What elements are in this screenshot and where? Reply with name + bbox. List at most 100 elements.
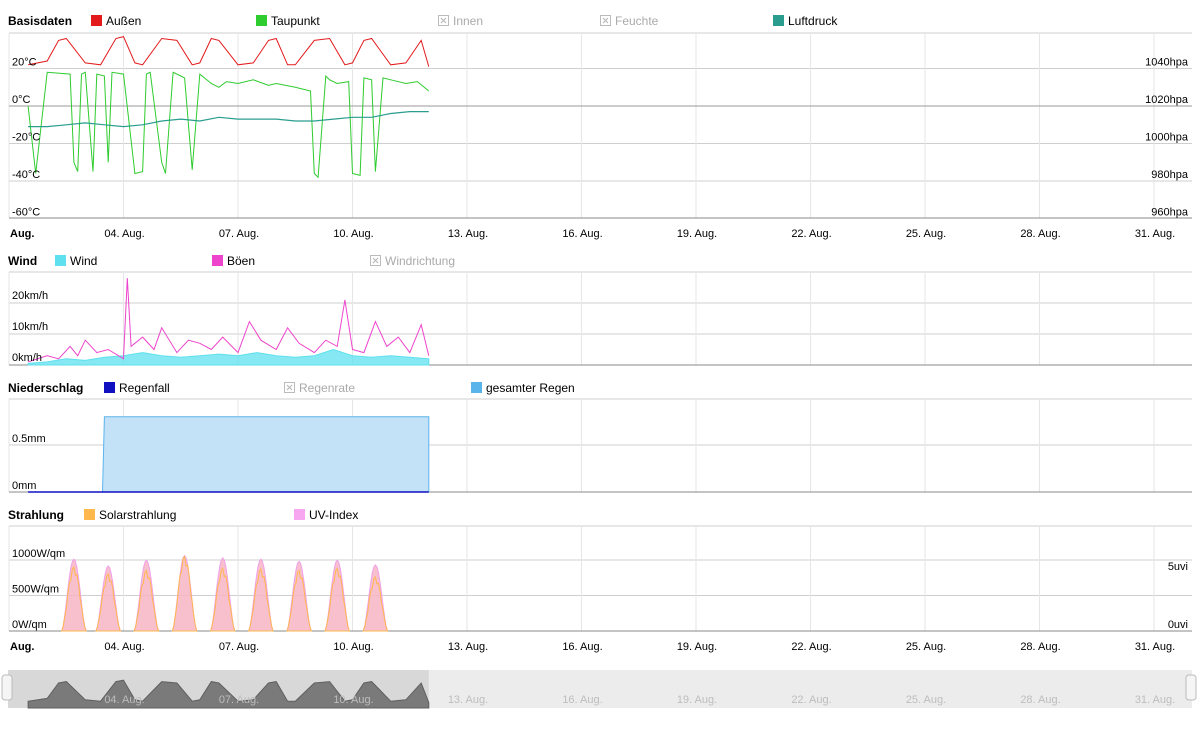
basisdaten-x-tick-5: 19. Aug. — [677, 228, 717, 240]
wind-legend-label-0: Wind — [70, 254, 97, 268]
navigator-x-tick-6: 22. Aug. — [791, 694, 831, 706]
basisdaten-y-tick-3: -40°C — [12, 169, 40, 181]
niederschlag-legend-label-2: gesamter Regen — [486, 381, 575, 395]
niederschlag-legend-swatch-0[interactable] — [104, 382, 115, 393]
strahlung-legend-label-0: Solarstrahlung — [99, 508, 176, 522]
basisdaten-y2-tick-0: 1040hpa — [1145, 57, 1189, 69]
basisdaten-x-tick-6: 22. Aug. — [791, 228, 831, 240]
basisdaten-y2-tick-3: 980hpa — [1151, 169, 1189, 181]
basisdaten-y-tick-4: -60°C — [12, 207, 40, 219]
strahlung-x-tick-8: 28. Aug. — [1020, 641, 1060, 653]
wind-legend-swatch-1[interactable] — [212, 255, 223, 266]
wind-legend-cross-2 — [372, 257, 379, 264]
strahlung-x-tick-9: 31. Aug. — [1135, 641, 1175, 653]
basisdaten-legend-cross-2 — [440, 17, 447, 24]
basisdaten-legend-label-2: Innen — [453, 14, 483, 28]
strahlung-y2-tick-1: 0uvi — [1168, 619, 1188, 631]
strahlung-title: Strahlung — [8, 508, 64, 522]
series-gesamter-regen-area — [28, 416, 430, 493]
strahlung-x-tick-3: 13. Aug. — [448, 641, 488, 653]
niederschlag-legend-swatch-2[interactable] — [471, 382, 482, 393]
basisdaten-y-tick-2: -20°C — [12, 132, 40, 144]
basisdaten-y2-tick-2: 1000hpa — [1145, 132, 1189, 144]
series-uv-index-area — [61, 554, 389, 632]
series-luftdruck-line — [28, 111, 429, 128]
navigator-x-tick-9: 31. Aug. — [1135, 694, 1175, 706]
strahlung-legend-swatch-1[interactable] — [294, 509, 305, 520]
basisdaten-y-tick-1: 0°C — [12, 94, 31, 106]
strahlung-x-start-label: Aug. — [10, 641, 34, 653]
navigator-x-tick-0: 04. Aug. — [104, 694, 144, 706]
niederschlag-legend-label-0: Regenfall — [119, 381, 170, 395]
basisdaten-legend-label-1: Taupunkt — [271, 14, 320, 28]
basisdaten-legend-disabled-3[interactable] — [600, 15, 611, 26]
basisdaten-x-tick-3: 13. Aug. — [448, 228, 488, 240]
basisdaten-x-start-label: Aug. — [10, 228, 34, 240]
strahlung-legend-label-1: UV-Index — [309, 508, 358, 522]
strahlung-y-tick-0: 1000W/qm — [12, 548, 65, 560]
strahlung-x-tick-0: 04. Aug. — [104, 641, 144, 653]
basisdaten-legend-label-0: Außen — [106, 14, 141, 28]
basisdaten-y2-tick-1: 1020hpa — [1145, 94, 1189, 106]
basisdaten-x-tick-1: 07. Aug. — [219, 228, 259, 240]
niederschlag-legend-label-1: Regenrate — [299, 381, 355, 395]
basisdaten-y-tick-0: 20°C — [12, 57, 37, 69]
data-layer — [27, 36, 430, 709]
wind-legend-disabled-2[interactable] — [370, 255, 381, 266]
navigator-handle-right[interactable] — [1185, 674, 1197, 701]
niederschlag-title: Niederschlag — [8, 381, 83, 395]
wind-y-tick-0: 20km/h — [12, 290, 48, 302]
wind-title: Wind — [8, 254, 37, 268]
basisdaten-legend-swatch-1[interactable] — [256, 15, 267, 26]
strahlung-x-tick-7: 25. Aug. — [906, 641, 946, 653]
series-solarstrahlung-line — [61, 555, 389, 632]
navigator-x-tick-5: 19. Aug. — [677, 694, 717, 706]
basisdaten-x-tick-7: 25. Aug. — [906, 228, 946, 240]
basisdaten-x-tick-0: 04. Aug. — [104, 228, 144, 240]
wind-y-tick-2: 0km/h — [12, 352, 42, 364]
navigator-handle-left[interactable] — [1, 674, 13, 701]
niederschlag-y-tick-1: 0mm — [12, 480, 36, 492]
niederschlag-legend-disabled-1[interactable] — [284, 382, 295, 393]
basisdaten-x-tick-2: 10. Aug. — [333, 228, 373, 240]
niederschlag-legend-cross-1 — [286, 384, 293, 391]
basisdaten-legend-cross-3 — [602, 17, 609, 24]
strahlung-legend-swatch-0[interactable] — [84, 509, 95, 520]
wind-y-tick-1: 10km/h — [12, 321, 48, 333]
strahlung-x-tick-1: 07. Aug. — [219, 641, 259, 653]
strahlung-y-tick-2: 0W/qm — [12, 619, 47, 631]
series-wind-area — [27, 348, 430, 366]
navigator-x-tick-7: 25. Aug. — [906, 694, 946, 706]
strahlung-x-tick-5: 19. Aug. — [677, 641, 717, 653]
text-layer: Basisdaten Außen Taupunkt Innen Feuchte Luftd… — [1, 14, 1197, 706]
strahlung-x-tick-2: 10. Aug. — [333, 641, 373, 653]
series-taupunkt-line — [27, 71, 430, 179]
wind-legend-label-1: Böen — [227, 254, 255, 268]
navigator-x-tick-1: 07. Aug. — [219, 694, 259, 706]
basisdaten-y2-tick-4: 960hpa — [1151, 207, 1189, 219]
basisdaten-legend-swatch-4[interactable] — [773, 15, 784, 26]
basisdaten-legend-swatch-0[interactable] — [91, 15, 102, 26]
basisdaten-legend-label-4: Luftdruck — [788, 14, 838, 28]
strahlung-y-tick-1: 500W/qm — [12, 584, 59, 596]
niederschlag-y-tick-0: 0.5mm — [12, 433, 46, 445]
navigator-x-tick-4: 16. Aug. — [562, 694, 602, 706]
navigator-x-tick-3: 13. Aug. — [448, 694, 488, 706]
strahlung-x-tick-6: 22. Aug. — [791, 641, 831, 653]
strahlung-x-tick-4: 16. Aug. — [562, 641, 602, 653]
strahlung-y2-tick-0: 5uvi — [1168, 561, 1188, 573]
basisdaten-x-tick-8: 28. Aug. — [1020, 228, 1060, 240]
basisdaten-legend-label-3: Feuchte — [615, 14, 659, 28]
basisdaten-x-tick-4: 16. Aug. — [562, 228, 602, 240]
wind-legend-label-2: Windrichtung — [385, 254, 455, 268]
basisdaten-x-tick-9: 31. Aug. — [1135, 228, 1175, 240]
basisdaten-legend-disabled-2[interactable] — [438, 15, 449, 26]
series-boeen-line — [27, 278, 430, 363]
series-aussen-line — [28, 36, 430, 67]
navigator-x-tick-8: 28. Aug. — [1020, 694, 1060, 706]
basisdaten-title: Basisdaten — [8, 14, 72, 28]
wind-legend-swatch-0[interactable] — [55, 255, 66, 266]
navigator-series-area — [27, 679, 430, 709]
navigator-x-tick-2: 10. Aug. — [333, 694, 373, 706]
